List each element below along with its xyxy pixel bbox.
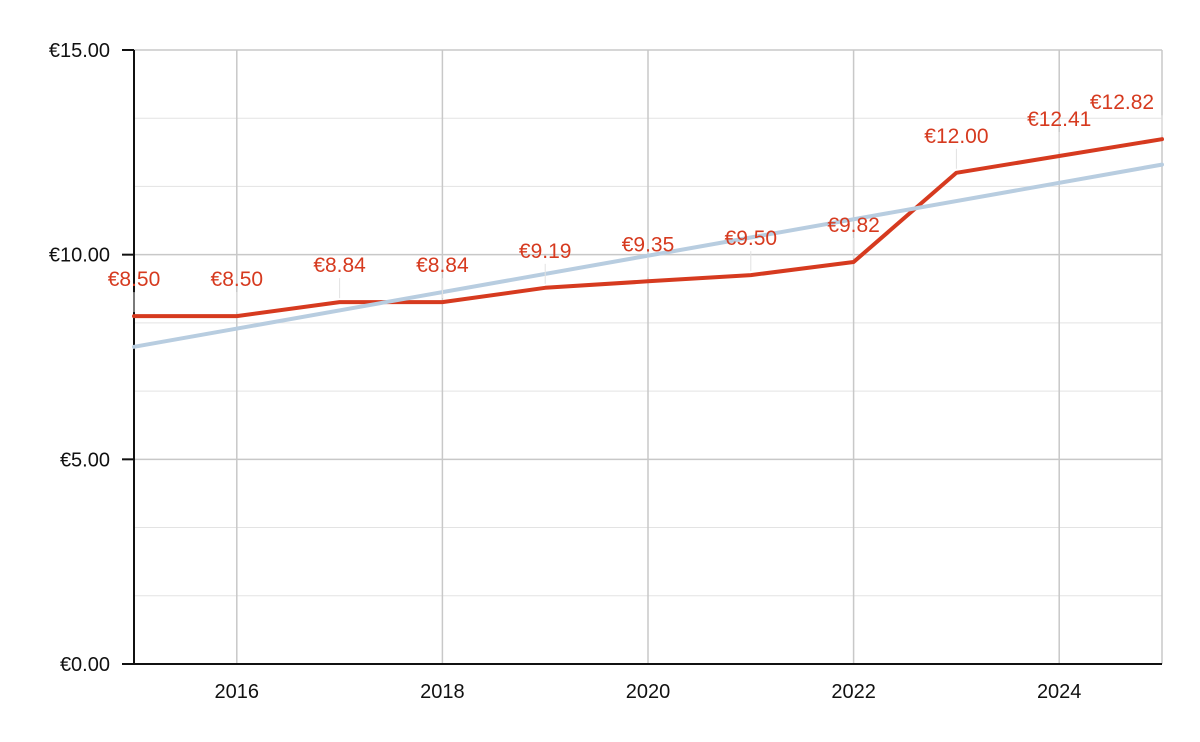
- data-label: €12.41: [1027, 108, 1091, 131]
- data-label: €12.82: [1090, 91, 1154, 114]
- data-label: €8.84: [313, 254, 366, 277]
- data-label: €9.50: [725, 227, 778, 250]
- y-tick-label: €0.00: [60, 654, 110, 676]
- data-label: €9.82: [827, 214, 880, 237]
- grid-layer: [134, 49, 1163, 664]
- x-tick-label: 2022: [831, 681, 876, 703]
- y-tick-label: €10.00: [49, 245, 110, 267]
- y-tick-label: €5.00: [60, 449, 110, 471]
- data-label: €9.19: [519, 240, 572, 263]
- data-label: €8.84: [416, 254, 469, 277]
- data-label-layer: €8.50 €8.50 €8.84 €8.84 €9.19 €9.35 €9.50 €9.82…: [108, 91, 1163, 313]
- x-tick-label: 2016: [215, 681, 260, 703]
- y-tick-label: €15.00: [49, 40, 110, 62]
- x-tick-label: 2024: [1037, 681, 1082, 703]
- data-label: €9.35: [622, 233, 675, 256]
- x-tick-label: 2018: [420, 681, 465, 703]
- x-tick-label: 2020: [626, 681, 671, 703]
- data-label: €8.50: [211, 268, 264, 291]
- series-layer: [132, 137, 1164, 349]
- data-label: €8.50: [108, 268, 161, 291]
- data-label: €12.00: [924, 125, 988, 148]
- trendline: [132, 162, 1164, 349]
- axis-layer: €0.00 €5.00 €10.00 €15.00 2016 2018 2020 2022 20…: [49, 40, 1162, 703]
